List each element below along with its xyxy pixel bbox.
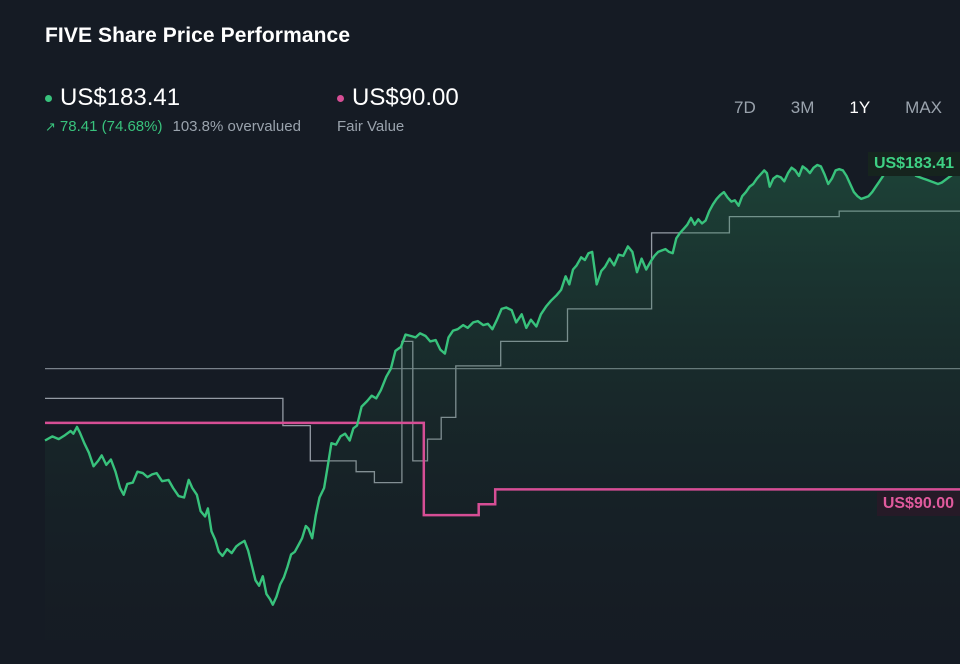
range-max-button[interactable]: MAX [905, 98, 942, 117]
price-tag: US$183.41 [867, 152, 960, 176]
price-change-value: 78.41 (74.68%) [59, 118, 163, 135]
time-range-selector: 7D 3M 1Y MAX [699, 98, 942, 118]
price-legend: US$183.41 ↗ 78.41 (74.68%) 103.8% overva… [45, 84, 301, 135]
fair-value-tag: US$90.00 [876, 492, 960, 516]
price-area [45, 165, 960, 640]
share-price-line [44, 163, 960, 606]
range-7d-button[interactable]: 7D [734, 98, 756, 117]
price-dot-icon [45, 94, 52, 102]
fair-value-label: Fair Value [337, 118, 405, 135]
range-3m-button[interactable]: 3M [790, 98, 815, 117]
current-price: US$183.41 [60, 84, 181, 111]
chart-title: FIVE Share Price Performance [45, 24, 351, 47]
range-1y-button[interactable]: 1Y [849, 98, 871, 117]
fair-value-dot-icon [337, 94, 344, 102]
valuation-note: 103.8% overvalued [172, 118, 301, 135]
arrow-up-right-icon: ↗ [45, 118, 56, 134]
fair-value-line [45, 421, 960, 517]
fair-value-legend: US$90.00 Fair Value [337, 84, 459, 135]
fair-value-price: US$90.00 [352, 84, 459, 111]
price-change: ↗ 78.41 (74.68%) [45, 118, 162, 135]
